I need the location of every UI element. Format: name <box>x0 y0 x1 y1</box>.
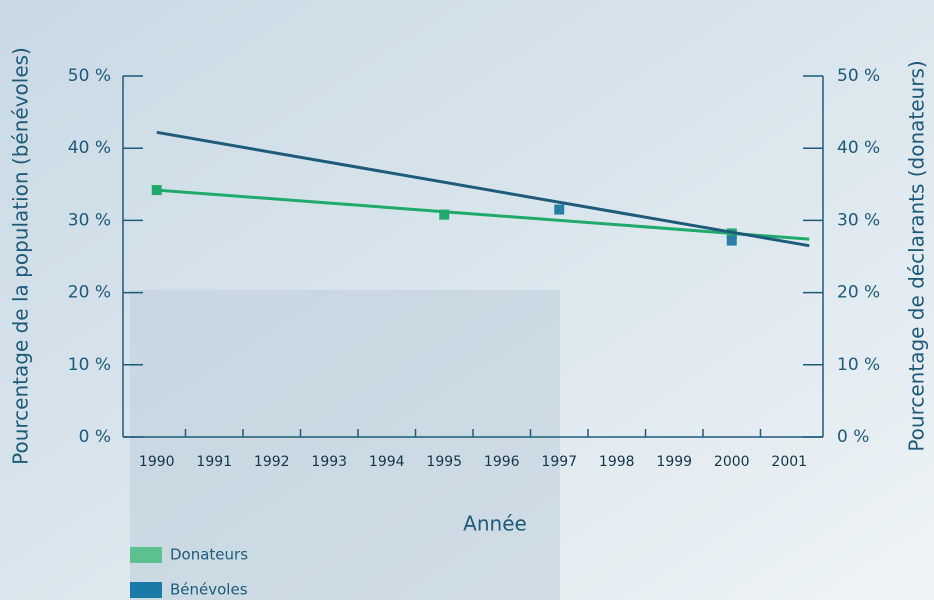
y-tick-label: 40 % <box>68 138 111 158</box>
x-tick-label: 1990 <box>139 454 175 470</box>
x-tick-label: 2001 <box>771 454 807 470</box>
legend-label: Bénévoles <box>170 581 248 599</box>
x-tick-label: 1998 <box>599 454 635 470</box>
data-point <box>726 235 737 246</box>
x-tick-label: 1992 <box>254 454 290 470</box>
y-tick-label: 50 % <box>68 66 111 86</box>
trend-line <box>156 130 810 248</box>
y2-tick-label: 30 % <box>837 210 880 230</box>
y-axis-title: Pourcentage de la population (bénévoles) <box>9 47 33 465</box>
data-point <box>439 209 450 220</box>
legend-swatch <box>130 582 162 598</box>
legend-swatch <box>130 547 162 563</box>
y-tick-label: 0 % <box>79 427 111 447</box>
legend-label: Donateurs <box>170 546 248 564</box>
x-tick-label: 1995 <box>426 454 462 470</box>
y-tick-label: 10 % <box>68 355 111 375</box>
x-tick-label: 1994 <box>369 454 405 470</box>
y2-tick-label: 10 % <box>837 355 880 375</box>
y2-tick-label: 0 % <box>837 427 869 447</box>
x-tick-label: 1999 <box>656 454 692 470</box>
y-tick-label: 20 % <box>68 283 111 303</box>
data-point <box>554 204 565 215</box>
trend-line <box>156 188 810 241</box>
x-tick-label: 1997 <box>541 454 577 470</box>
y2-axis-title: Pourcentage de déclarants (donateurs) <box>905 60 929 451</box>
x-tick-label: 1991 <box>196 454 232 470</box>
y2-tick-label: 20 % <box>837 283 880 303</box>
y2-tick-label: 50 % <box>837 66 880 86</box>
y2-tick-label: 40 % <box>837 138 880 158</box>
x-axis-title: Année <box>463 512 527 536</box>
x-tick-label: 1996 <box>484 454 520 470</box>
y-tick-label: 30 % <box>68 210 111 230</box>
background-buildings <box>130 290 560 600</box>
data-point <box>151 185 162 196</box>
x-tick-label: 1993 <box>311 454 347 470</box>
x-tick-label: 2000 <box>714 454 750 470</box>
